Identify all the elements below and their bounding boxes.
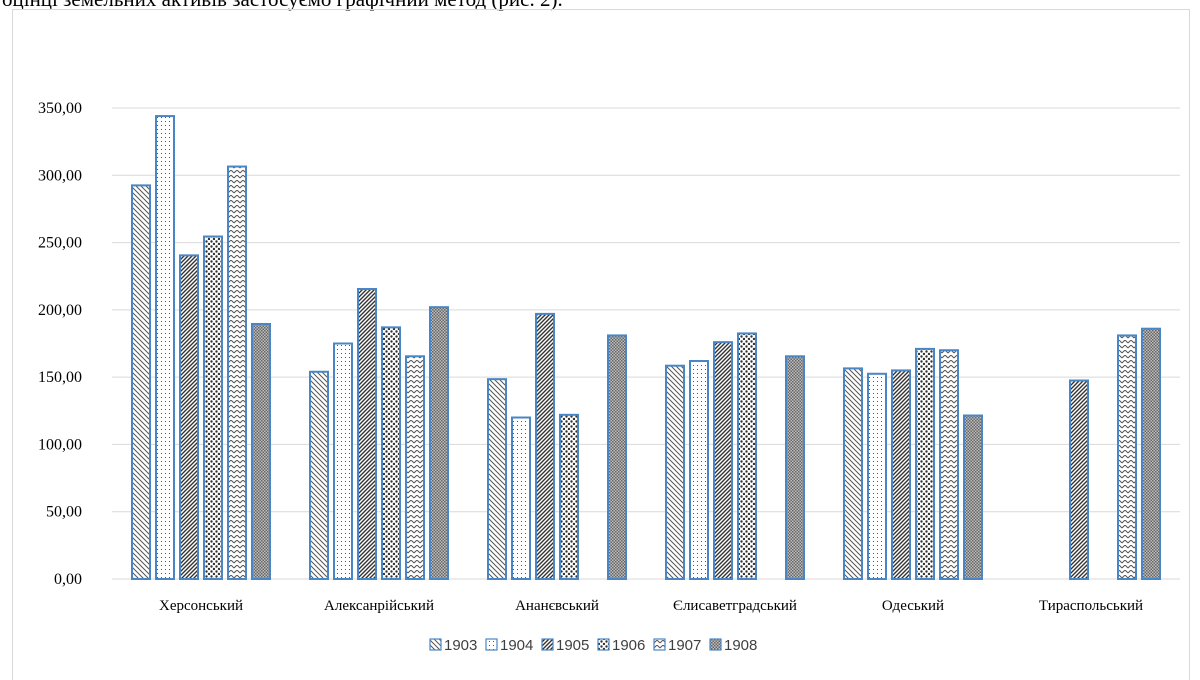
bar-1906-4 bbox=[737, 332, 757, 580]
bar-1906-1 bbox=[203, 235, 223, 580]
bar-1908-4 bbox=[785, 355, 805, 580]
x-category-label: Алексанрійський bbox=[324, 598, 434, 614]
legend-swatch bbox=[541, 638, 554, 651]
legend-item-1903: 1903 bbox=[429, 637, 477, 654]
x-category-label: Тираспольський bbox=[1039, 598, 1143, 614]
bar-1908-1 bbox=[251, 322, 271, 581]
bar-1905-4 bbox=[713, 341, 733, 581]
x-category-label: Одеський bbox=[882, 598, 944, 614]
bar-1906-2 bbox=[381, 326, 401, 581]
bar-1903-5 bbox=[843, 367, 863, 580]
gridlines bbox=[112, 107, 1180, 580]
y-tick-label: 300,00 bbox=[38, 167, 82, 184]
bar-1908-6 bbox=[1141, 327, 1161, 580]
y-tick-label: 100,00 bbox=[38, 436, 82, 453]
y-tick-label: 150,00 bbox=[38, 369, 82, 386]
header-text: оцінці земельних активів застосуємо граф… bbox=[2, 0, 563, 10]
bar-1904-3 bbox=[511, 416, 531, 580]
legend-swatch bbox=[709, 638, 722, 651]
bar-1907-2 bbox=[405, 355, 425, 580]
bar-1905-3 bbox=[535, 312, 555, 580]
y-tick-label: 350,00 bbox=[38, 100, 82, 117]
legend-swatch bbox=[429, 638, 442, 651]
bar-1905-6 bbox=[1069, 379, 1089, 580]
bar-1907-5 bbox=[939, 349, 959, 580]
legend-label: 1906 bbox=[612, 637, 645, 654]
bar-1907-1 bbox=[227, 165, 247, 580]
x-category-label: Херсонський bbox=[159, 598, 243, 614]
bar-1904-5 bbox=[867, 372, 887, 580]
legend-label: 1908 bbox=[724, 637, 757, 654]
x-axis-categories: Херсонський Алексанрійський Ананєвський Єли… bbox=[159, 598, 1143, 614]
bar-1903-4 bbox=[665, 364, 685, 580]
bar-1904-4 bbox=[689, 359, 709, 580]
bar-1903-1 bbox=[131, 184, 151, 580]
chart-frame bbox=[12, 9, 1190, 680]
bar-1907-6 bbox=[1117, 334, 1137, 580]
bar-1908-5 bbox=[963, 414, 983, 581]
x-category-label: Єлисаветградський bbox=[673, 598, 797, 614]
legend-item-1906: 1906 bbox=[597, 637, 645, 654]
x-category-label: Ананєвський bbox=[515, 598, 599, 614]
bar-1906-3 bbox=[559, 413, 579, 580]
legend-swatch bbox=[653, 638, 666, 651]
bar-1905-5 bbox=[891, 369, 911, 580]
bar-1904-2 bbox=[333, 342, 353, 580]
bar-1905-1 bbox=[179, 254, 199, 580]
bar-1903-3 bbox=[487, 378, 507, 581]
legend-label: 1903 bbox=[444, 637, 477, 654]
bar-1908-3 bbox=[607, 334, 627, 580]
bar-1908-2 bbox=[429, 306, 449, 580]
bar-1906-5 bbox=[915, 347, 935, 580]
legend-item-1907: 1907 bbox=[653, 637, 701, 654]
bar-1903-2 bbox=[309, 370, 329, 581]
legend-label: 1904 bbox=[500, 637, 533, 654]
legend-item-1908: 1908 bbox=[709, 637, 757, 654]
legend-swatch bbox=[485, 638, 498, 651]
legend-swatch bbox=[597, 638, 610, 651]
bar-1905-2 bbox=[357, 287, 377, 580]
y-tick-label: 0,00 bbox=[54, 571, 82, 588]
bars bbox=[131, 115, 1161, 581]
legend-label: 1907 bbox=[668, 637, 701, 654]
legend-label: 1905 bbox=[556, 637, 589, 654]
legend-item-1904: 1904 bbox=[485, 637, 533, 654]
bar-1904-1 bbox=[155, 115, 175, 581]
y-tick-label: 50,00 bbox=[46, 504, 82, 521]
legend-item-1905: 1905 bbox=[541, 637, 589, 654]
legend: 1903 1904 1905 1906 1907 1908 bbox=[429, 637, 757, 654]
y-tick-label: 200,00 bbox=[38, 302, 82, 319]
y-tick-label: 250,00 bbox=[38, 235, 82, 252]
y-axis-ticks: 0,00 50,00 100,00 150,00 200,00 250,00 300,00 3… bbox=[38, 100, 82, 588]
